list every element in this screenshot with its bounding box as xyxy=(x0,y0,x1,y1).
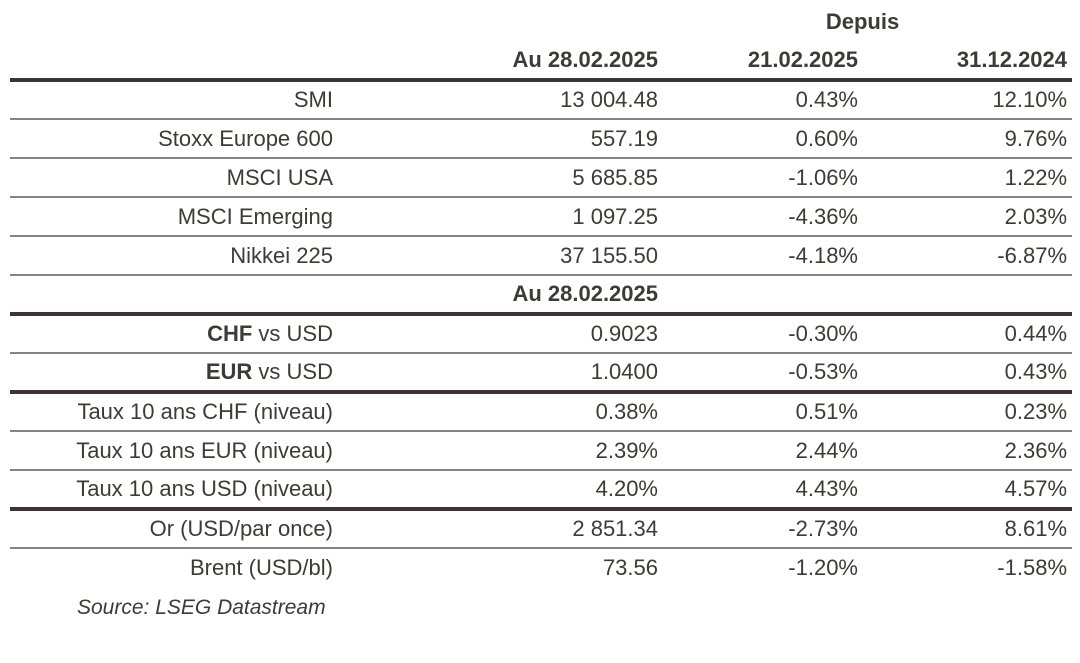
value-since-year: 0.44% xyxy=(858,314,1073,354)
value-since-week: -0.53% xyxy=(658,353,858,394)
table-row-nikkei: Nikkei 225 37 155.50 -4.18% -6.87% xyxy=(10,236,1073,276)
value-level: 0.38% xyxy=(333,392,658,432)
row-label: MSCI Emerging xyxy=(10,197,333,237)
table-row-gold: Or (USD/par once) 2 851.34 -2.73% 8.61% xyxy=(10,509,1073,549)
empty-cell xyxy=(333,2,658,42)
value-level: 0.9023 xyxy=(333,314,658,354)
value-since-week: 0.43% xyxy=(658,80,858,120)
value-since-year: 0.43% xyxy=(858,353,1073,394)
column-header-since-year: 31.12.2024 xyxy=(858,42,1073,82)
value-since-year: 8.61% xyxy=(858,509,1073,549)
value-level: 557.19 xyxy=(333,119,658,159)
table-row-taux-chf: Taux 10 ans CHF (niveau) 0.38% 0.51% 0.2… xyxy=(10,392,1073,432)
value-since-year: -1.58% xyxy=(997,555,1068,580)
source-caption: Source: LSEG Datastream xyxy=(77,596,326,619)
row-label: CHF vs USD xyxy=(10,314,333,354)
value-since-year: -6.87% xyxy=(858,236,1073,276)
value-level: 4.20% xyxy=(333,470,658,511)
table-row-stoxx: Stoxx Europe 600 557.19 0.60% 9.76% xyxy=(10,119,1073,159)
value-since-year: 12.10% xyxy=(858,80,1073,120)
table-row-brent: Brent (USD/bl) 73.56 -1.20% -1.58% xyxy=(10,548,1072,587)
value-since-year: 2.03% xyxy=(858,197,1073,237)
value-since-week: -1.06% xyxy=(658,158,858,198)
value-level: 1 097.25 xyxy=(333,197,658,237)
table-row-smi: SMI 13 004.48 0.43% 12.10% xyxy=(10,80,1073,120)
row-label: SMI xyxy=(10,80,333,120)
value-since-year: 2.36% xyxy=(858,431,1073,471)
row-label: Brent (USD/bl) xyxy=(189,555,333,580)
value-since-week: 0.60% xyxy=(658,119,858,159)
value-level: 73.56 xyxy=(602,555,658,580)
value-since-year: 4.57% xyxy=(858,470,1073,511)
row-label: Taux 10 ans CHF (niveau) xyxy=(10,392,333,432)
section-header-row: Au 28.02.2025 xyxy=(10,275,1073,316)
value-since-week: -2.73% xyxy=(658,509,858,549)
empty-cell xyxy=(10,42,333,82)
empty-cell xyxy=(658,275,858,316)
table-row-chf-usd: CHF vs USD 0.9023 -0.30% 0.44% xyxy=(10,314,1073,354)
table-row-taux-usd: Taux 10 ans USD (niveau) 4.20% 4.43% 4.5… xyxy=(10,470,1073,511)
row-label: Taux 10 ans USD (niveau) xyxy=(10,470,333,511)
market-summary-table: Depuis Au 28.02.2025 21.02.2025 31.12.20… xyxy=(10,2,1073,620)
value-since-week: 2.44% xyxy=(658,431,858,471)
empty-cell xyxy=(10,275,333,316)
column-header-au-date: Au 28.02.2025 xyxy=(333,42,658,82)
table-row-msci-emerging: MSCI Emerging 1 097.25 -4.36% 2.03% xyxy=(10,197,1073,237)
value-since-week: 4.43% xyxy=(658,470,858,511)
row-label: Nikkei 225 xyxy=(10,236,333,276)
table-row-eur-usd: EUR vs USD 1.0400 -0.53% 0.43% xyxy=(10,353,1073,394)
depuis-header-row: Depuis xyxy=(10,2,1072,42)
value-since-week: -4.18% xyxy=(658,236,858,276)
value-since-week: -1.20% xyxy=(788,555,858,580)
value-since-year: 0.23% xyxy=(858,392,1073,432)
empty-cell xyxy=(10,2,333,42)
table-row-msci-usa: MSCI USA 5 685.85 -1.06% 1.22% xyxy=(10,158,1073,198)
section-header-au-date: Au 28.02.2025 xyxy=(333,275,658,316)
value-level: 1.0400 xyxy=(333,353,658,394)
table-row-taux-eur: Taux 10 ans EUR (niveau) 2.39% 2.44% 2.3… xyxy=(10,431,1073,471)
depuis-header: Depuis xyxy=(825,9,900,34)
value-level: 13 004.48 xyxy=(333,80,658,120)
row-label: Taux 10 ans EUR (niveau) xyxy=(10,431,333,471)
value-since-week: -4.36% xyxy=(658,197,858,237)
value-level: 2 851.34 xyxy=(333,509,658,549)
value-since-year: 1.22% xyxy=(858,158,1073,198)
row-label: EUR vs USD xyxy=(10,353,333,394)
row-label: Stoxx Europe 600 xyxy=(10,119,333,159)
column-header-since-week: 21.02.2025 xyxy=(658,42,858,82)
value-since-week: -0.30% xyxy=(658,314,858,354)
empty-cell xyxy=(858,275,1073,316)
value-level: 5 685.85 xyxy=(333,158,658,198)
value-level: 37 155.50 xyxy=(333,236,658,276)
row-label: Or (USD/par once) xyxy=(10,509,333,549)
row-label: MSCI USA xyxy=(10,158,333,198)
value-level: 2.39% xyxy=(333,431,658,471)
value-since-year: 9.76% xyxy=(858,119,1073,159)
column-header-row: Au 28.02.2025 21.02.2025 31.12.2024 xyxy=(10,42,1073,82)
value-since-week: 0.51% xyxy=(658,392,858,432)
